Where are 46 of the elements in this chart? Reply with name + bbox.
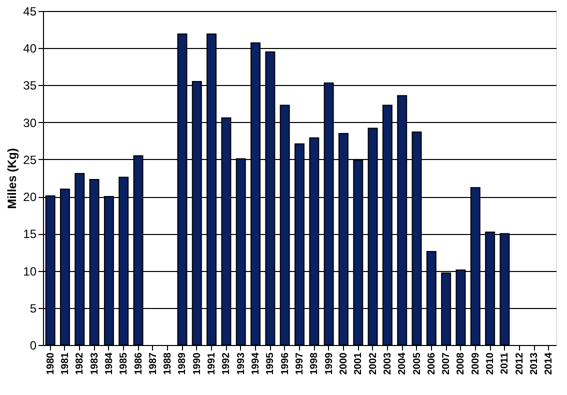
y-tick-label: 15 (23, 227, 37, 242)
x-tick-label: 1995 (265, 352, 276, 375)
y-tick-label: 10 (23, 264, 37, 278)
y-tick-label: 40 (23, 42, 37, 56)
x-tick-label: 2000 (338, 352, 350, 375)
x-tick-label: 1999 (324, 352, 335, 375)
x-tick-label: 2001 (353, 352, 364, 375)
x-tick-label: 1988 (162, 352, 174, 375)
x-tick-label: 1992 (221, 352, 232, 375)
x-tick-label: 2012 (514, 352, 526, 375)
x-tick-label: 2008 (456, 352, 467, 375)
x-tick-label: 1982 (74, 352, 86, 375)
x-tick-label: 2006 (426, 352, 438, 375)
x-tick-label: 2003 (382, 352, 394, 375)
x-tick-label: 1989 (177, 352, 188, 375)
x-tick-label: 1998 (309, 352, 320, 375)
y-tick-label: 30 (23, 116, 37, 130)
x-tick-label: 1987 (148, 352, 159, 375)
x-tick-label: 2004 (397, 352, 408, 375)
x-tick-label: 2002 (368, 352, 379, 375)
x-tick-label: 1996 (280, 352, 291, 375)
y-tick-label: 5 (30, 301, 37, 316)
x-tick-label: 1984 (104, 352, 115, 375)
y-tick-label: 0 (30, 338, 37, 352)
x-tick-label: 1990 (192, 352, 203, 375)
x-tick-label: 1985 (118, 352, 130, 375)
x-tick-label: 1994 (250, 352, 262, 375)
x-tick-label: 1997 (294, 352, 306, 375)
x-tick-label: 2010 (485, 352, 496, 375)
x-tick-label: 2009 (470, 352, 482, 375)
x-tick-label: 1986 (133, 352, 144, 375)
x-tick-label: 1981 (60, 352, 71, 375)
x-tick-label: 2013 (529, 352, 540, 375)
x-tick-label: 2007 (441, 352, 452, 375)
x-tick-label: 2011 (500, 352, 511, 374)
y-tick-label: 25 (23, 152, 37, 167)
x-tick-label: 1993 (236, 352, 247, 375)
y-tick-label: 35 (23, 78, 37, 93)
x-tick-label: 2014 (544, 352, 555, 375)
x-tick-label: 1991 (206, 352, 218, 375)
x-tick-label: 2005 (412, 352, 423, 375)
x-tick-label: 1983 (89, 352, 100, 375)
y-tick-label: 20 (23, 190, 37, 204)
y-tick-label: 45 (23, 4, 37, 18)
y-axis-title: Milles (Kg) (5, 148, 20, 209)
x-tick-label: 1980 (45, 352, 56, 375)
